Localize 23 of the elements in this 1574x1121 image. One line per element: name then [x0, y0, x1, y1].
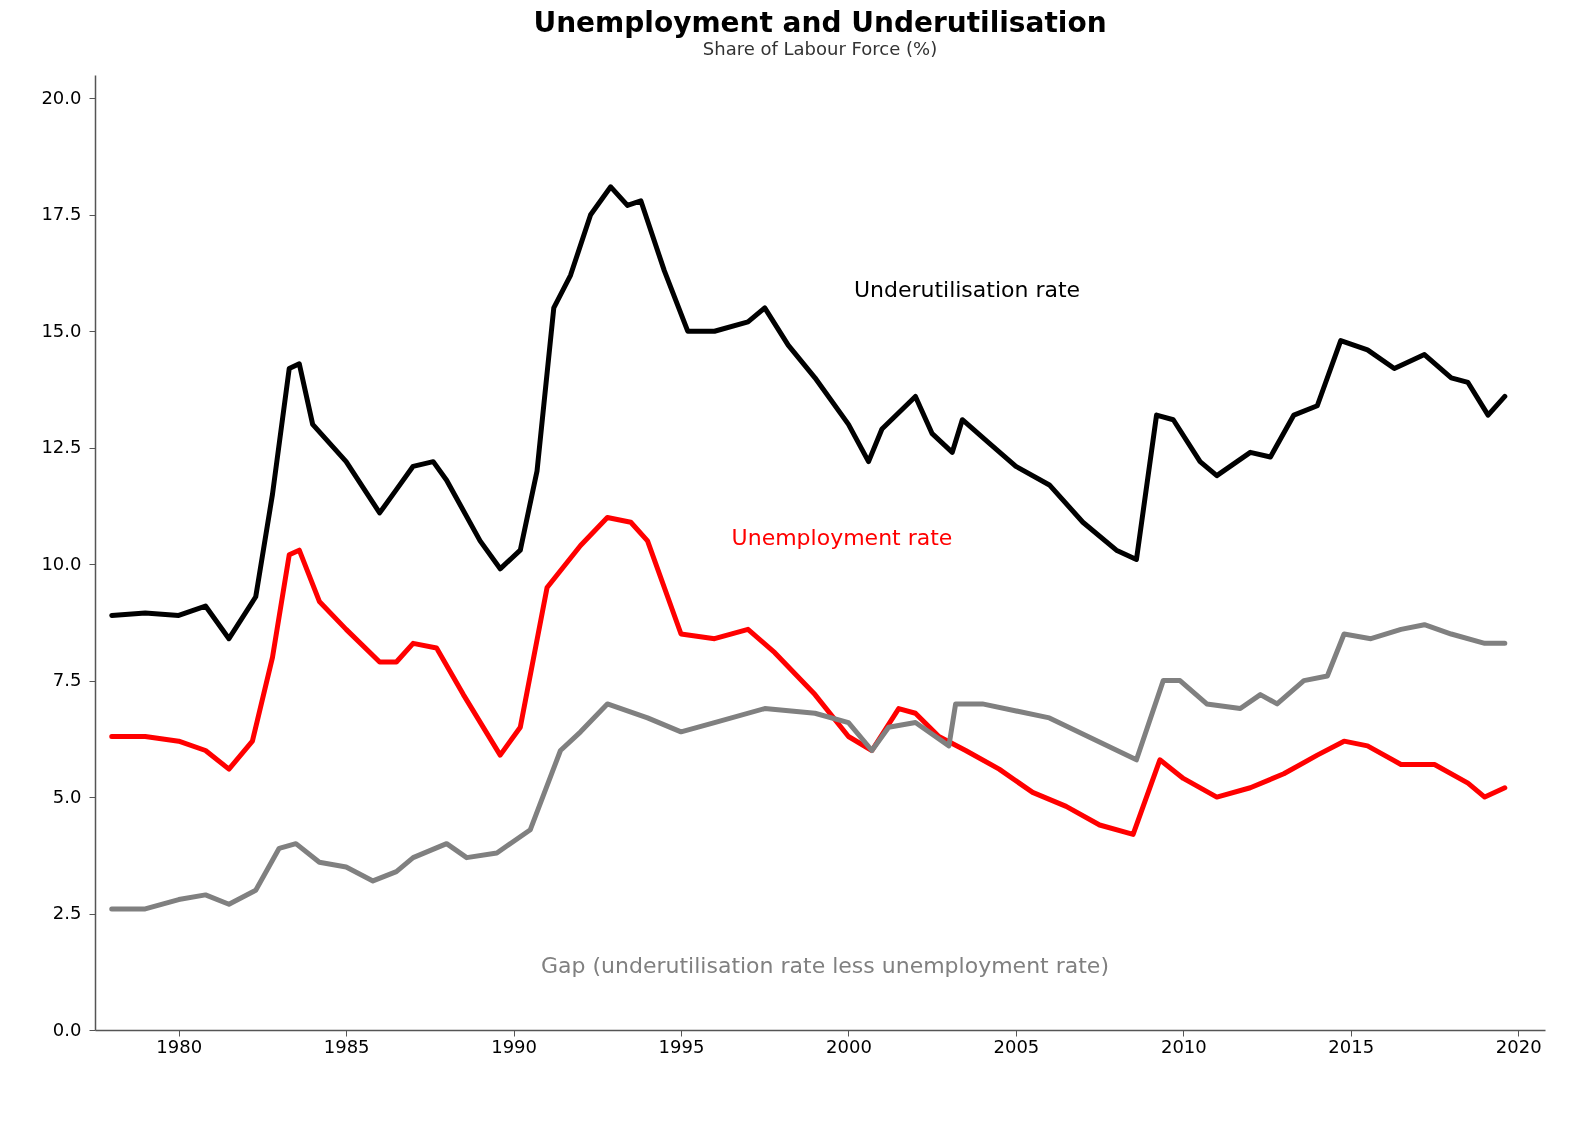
y-tick-label: 0.0: [52, 1018, 82, 1040]
y-tick-label: 2.5: [52, 902, 82, 924]
y-tick-label: 15.0: [41, 319, 82, 341]
text: Unemployment rate: [731, 525, 953, 550]
y-tick-label: 20.0: [41, 86, 82, 108]
chart-subtitle: Share of Labour Force (%): [702, 38, 938, 59]
y-tick-label: 5.0: [52, 785, 82, 807]
x-tick-label: 1980: [156, 1035, 203, 1057]
y-tick-label: 7.5: [52, 669, 82, 691]
x-tick-label: 2000: [826, 1035, 872, 1057]
x-tick-label: 2005: [993, 1035, 1040, 1057]
text: Underutilisation rate: [853, 277, 1081, 302]
x-tick-label: 2015: [1328, 1035, 1375, 1057]
x-tick-label: 2010: [1160, 1035, 1207, 1057]
y-tick-label: 17.5: [41, 203, 82, 225]
x-tick-label: 1995: [658, 1035, 705, 1057]
x-tick-label: 1990: [491, 1035, 537, 1057]
chart-title: Unemployment and Underutilisation: [533, 6, 1107, 39]
x-tick-label: 2020: [1495, 1035, 1542, 1057]
text: Gap (underutilisation rate less unemployment rate): [541, 953, 1109, 978]
y-tick-label: 12.5: [41, 436, 82, 458]
y-tick-label: 10.0: [41, 552, 82, 574]
x-tick-label: 1985: [323, 1035, 370, 1057]
